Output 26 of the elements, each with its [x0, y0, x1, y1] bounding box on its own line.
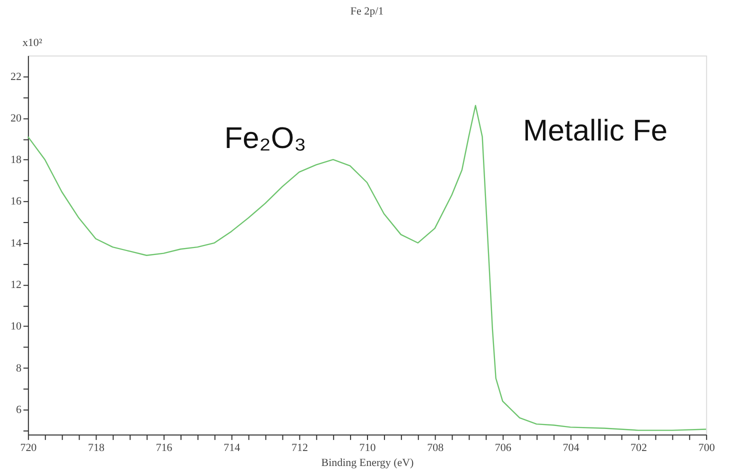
- annotation: Metallic Fe: [522, 114, 668, 148]
- y-tick-label: 8: [16, 362, 22, 374]
- y-tick-label: 22: [10, 70, 22, 83]
- y-axis-title: x10²: [22, 37, 43, 50]
- x-tick-label: 706: [494, 442, 512, 454]
- x-tick-label: 710: [359, 442, 376, 454]
- x-tick-label: 718: [88, 442, 105, 454]
- x-axis-title: Binding Energy (eV): [321, 456, 414, 469]
- x-tick-label: 716: [156, 442, 173, 454]
- chart-title: Fe 2p/1: [350, 6, 384, 18]
- y-tick-label: 18: [10, 154, 22, 166]
- x-tick-label: 720: [20, 442, 38, 454]
- x-tick-label: 702: [630, 442, 647, 454]
- line-series: [27, 104, 707, 431]
- y-tick-label: 12: [10, 279, 22, 292]
- x-tick-label: 704: [562, 442, 580, 454]
- annotation: Fe₂O₃: [224, 122, 306, 155]
- y-tick-label: 20: [10, 112, 22, 124]
- x-tick-label: 708: [427, 442, 444, 454]
- y-tick-label: 14: [10, 237, 22, 250]
- x-tick-label: 714: [224, 442, 241, 454]
- x-tick-label: 700: [698, 442, 716, 454]
- y-tick-label: 10: [10, 320, 22, 333]
- y-tick-label: 16: [10, 196, 22, 208]
- y-tick-label: 6: [16, 404, 22, 416]
- x-tick-label: 712: [291, 442, 308, 454]
